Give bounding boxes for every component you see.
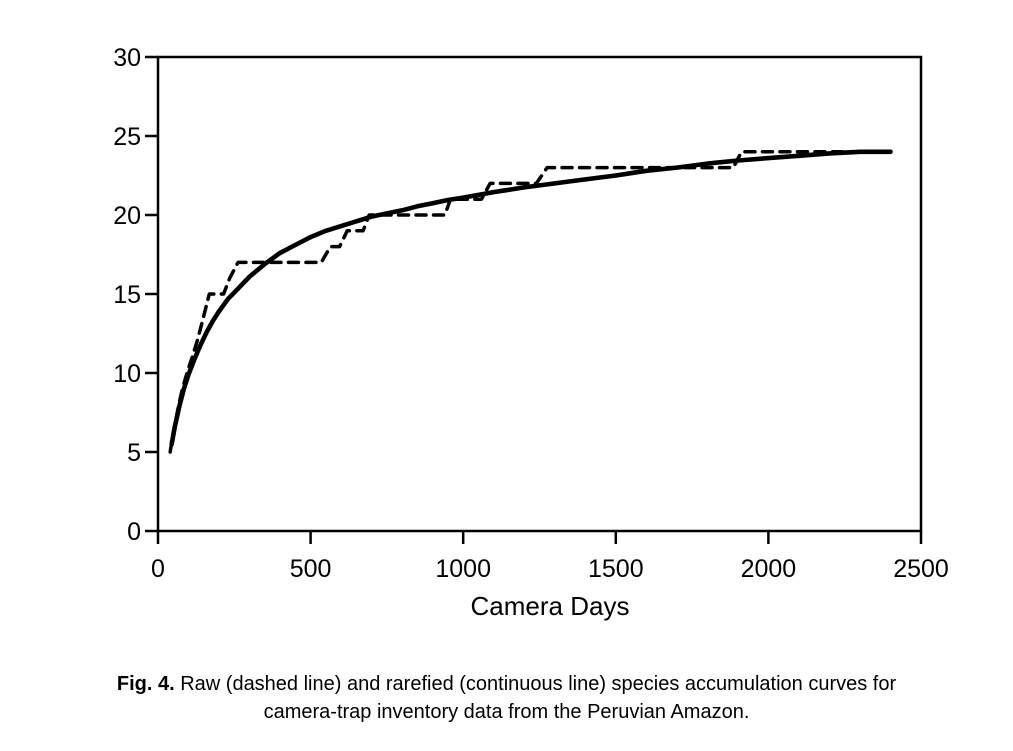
y-tick-label: 20	[113, 202, 141, 230]
x-tick-label: 1500	[588, 555, 644, 583]
x-axis-ticks: 0 500 1000 1500 2000 2500	[151, 531, 949, 583]
y-tick-label: 30	[113, 44, 141, 72]
x-tick-label: 0	[151, 555, 165, 583]
species-accumulation-chart: 0 5 10 15 20 25 30 0 500 1000 1500 2000 2500 Camera…	[113, 44, 949, 621]
caption-line-1: Fig. 4. Raw (dashed line) and rarefied (…	[0, 670, 1013, 698]
plot-frame	[156, 55, 923, 533]
x-tick-label: 2500	[893, 555, 949, 583]
x-axis-title: Camera Days	[471, 591, 630, 621]
caption-line-2: camera-trap inventory data from the Peru…	[0, 698, 1013, 726]
figure-caption: Fig. 4. Raw (dashed line) and rarefied (…	[0, 670, 1013, 726]
y-tick-label: 0	[127, 518, 141, 546]
raw-curve	[168, 150, 859, 454]
curves-group	[168, 149, 893, 454]
x-tick-label: 500	[290, 555, 332, 583]
y-tick-label: 5	[127, 439, 141, 467]
rarefied-curve	[169, 149, 893, 447]
x-tick-label: 2000	[741, 555, 797, 583]
figure-number: Fig. 4.	[116, 673, 175, 695]
x-tick-label: 1000	[435, 555, 491, 583]
caption-text-2: camera-trap inventory data from the Peru…	[263, 701, 750, 723]
y-tick-label: 25	[113, 123, 141, 151]
caption-text-1: Raw (dashed line) and rarefied (continuo…	[174, 673, 897, 695]
y-tick-label: 15	[113, 281, 141, 309]
y-tick-label: 10	[113, 360, 141, 388]
y-axis-ticks: 0 5 10 15 20 25 30	[113, 44, 158, 546]
